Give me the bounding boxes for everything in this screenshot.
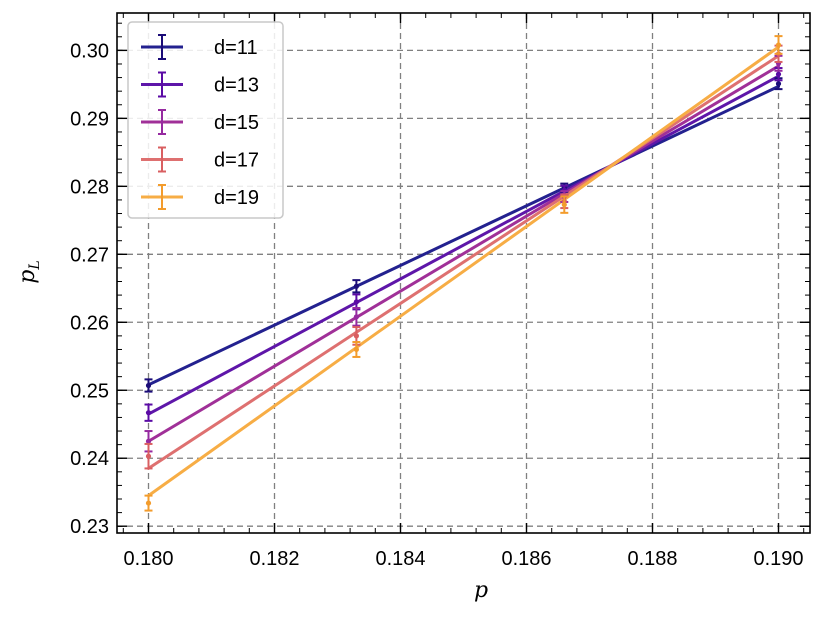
y-tick-label: 0.26 — [70, 312, 109, 334]
y-tick-label: 0.28 — [70, 176, 109, 198]
y-axis-label-subscript: L — [27, 260, 43, 270]
y-axis-label-main: p — [15, 270, 40, 284]
legend-label: d=13 — [214, 75, 259, 97]
fit-line-d=17 — [147, 54, 780, 470]
legend-entry-d=13: d=13 — [141, 71, 259, 98]
legend-box — [127, 21, 284, 219]
data-point — [145, 500, 152, 506]
axis-ticks — [117, 13, 810, 533]
x-tick-label: 0.180 — [123, 548, 173, 570]
series-d=19 — [144, 35, 783, 512]
fit-line-d=11 — [147, 84, 780, 387]
x-tick-label: 0.188 — [627, 548, 677, 570]
data-point — [775, 42, 782, 48]
fit-line-d=15 — [147, 64, 780, 443]
y-tick-label: 0.29 — [70, 108, 109, 130]
legend-label: d=19 — [214, 187, 259, 209]
legend-entry-d=17: d=17 — [141, 146, 259, 173]
legend-label: d=11 — [214, 37, 258, 59]
legend-items: d=11 d=13 d=15 d=17 d=19 — [141, 34, 259, 210]
data-point — [353, 333, 359, 339]
data-point — [353, 299, 359, 305]
legend-label: d=15 — [214, 112, 259, 134]
data-points — [144, 35, 783, 512]
data-point — [353, 346, 359, 353]
data-point — [145, 453, 152, 459]
y-tick-label: 0.25 — [70, 380, 109, 402]
x-tick-labels: 0.180 0.182 0.184 0.186 0.188 0.190 — [123, 548, 803, 570]
x-tick-label: 0.186 — [501, 548, 551, 570]
data-point — [775, 71, 782, 77]
legend-label: d=17 — [214, 150, 259, 172]
y-tick-label: 0.27 — [70, 244, 109, 266]
fit-line-d=19 — [147, 45, 780, 498]
legend-entry-d=15: d=15 — [141, 109, 259, 135]
plot-frame — [116, 12, 811, 534]
data-point — [561, 202, 567, 208]
legend: d=11 d=13 d=15 d=17 d=19 — [127, 21, 284, 219]
x-tick-label: 0.182 — [249, 548, 299, 570]
data-point — [353, 314, 359, 320]
legend-entry-d=11: d=11 — [141, 34, 258, 60]
fit-line-d=13 — [147, 74, 780, 416]
data-point — [145, 410, 152, 416]
legend-entry-d=19: d=19 — [141, 184, 259, 210]
y-tick-label: 0.24 — [70, 448, 109, 470]
x-axis-label: p — [474, 578, 488, 603]
y-tick-labels: 0.23 0.24 0.25 0.26 0.27 0.28 0.29 0.30 — [70, 40, 109, 538]
x-tick-label: 0.184 — [375, 548, 425, 570]
data-point — [145, 382, 152, 389]
data-point — [353, 283, 359, 289]
x-tick-label: 0.190 — [753, 548, 803, 570]
y-tick-label: 0.23 — [70, 516, 109, 538]
y-axis-label: pL — [15, 260, 43, 283]
data-point — [145, 438, 152, 444]
fit-lines — [147, 45, 780, 498]
data-point — [775, 81, 782, 87]
y-tick-label: 0.30 — [70, 40, 109, 62]
